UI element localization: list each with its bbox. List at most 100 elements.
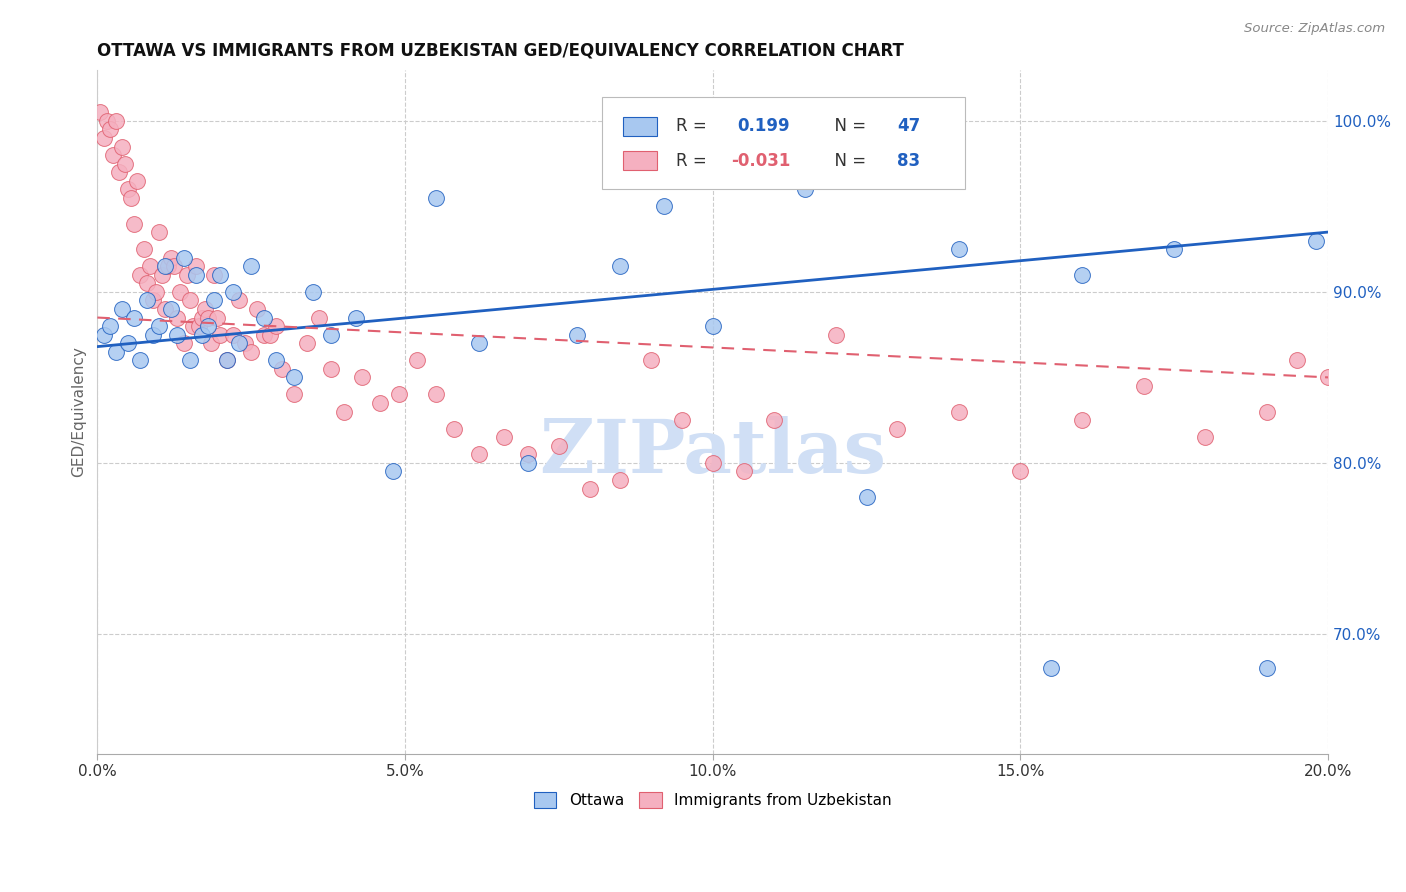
Point: [129, 268, 152, 282]
Text: 47: 47: [897, 118, 921, 136]
Point: [194, 301, 217, 316]
Point: [1194, 430, 1216, 444]
Point: [117, 336, 139, 351]
Point: [222, 327, 245, 342]
Point: [142, 293, 165, 308]
Point: [609, 473, 631, 487]
Point: [179, 353, 201, 368]
Point: [1040, 661, 1063, 675]
Point: [370, 396, 392, 410]
Point: [169, 285, 191, 299]
Point: [209, 327, 232, 342]
Point: [215, 353, 238, 368]
Point: [142, 327, 165, 342]
Point: [578, 482, 600, 496]
Point: [1010, 464, 1032, 478]
Point: [948, 404, 970, 418]
Point: [108, 165, 131, 179]
Point: [948, 242, 970, 256]
Point: [228, 336, 250, 351]
Text: -0.031: -0.031: [731, 152, 790, 169]
Point: [191, 310, 214, 325]
Point: [111, 301, 134, 316]
Point: [640, 353, 662, 368]
Point: [135, 277, 157, 291]
Point: [259, 327, 281, 342]
Point: [98, 122, 121, 136]
Point: [671, 413, 693, 427]
Point: [332, 404, 354, 418]
Point: [187, 319, 209, 334]
Point: [197, 310, 219, 325]
FancyBboxPatch shape: [623, 117, 658, 136]
Point: [381, 464, 404, 478]
Point: [129, 353, 152, 368]
Point: [166, 327, 188, 342]
Point: [148, 225, 170, 239]
Text: R =: R =: [676, 118, 711, 136]
Text: N =: N =: [824, 118, 870, 136]
Point: [425, 387, 447, 401]
Point: [271, 361, 294, 376]
Point: [160, 301, 183, 316]
Text: Source: ZipAtlas.com: Source: ZipAtlas.com: [1244, 22, 1385, 36]
Point: [163, 259, 186, 273]
Point: [295, 336, 318, 351]
Point: [344, 310, 367, 325]
Point: [179, 293, 201, 308]
Point: [321, 361, 343, 376]
Point: [425, 191, 447, 205]
Point: [104, 114, 127, 128]
Point: [202, 268, 225, 282]
Point: [240, 259, 263, 273]
Point: [468, 336, 491, 351]
Point: [468, 447, 491, 461]
Point: [176, 268, 198, 282]
Point: [652, 199, 675, 213]
Point: [492, 430, 515, 444]
Point: [181, 319, 204, 334]
Point: [153, 259, 176, 273]
Point: [160, 251, 183, 265]
Point: [886, 422, 908, 436]
Point: [96, 114, 118, 128]
Point: [184, 268, 207, 282]
Point: [283, 387, 305, 401]
Y-axis label: GED/Equivalency: GED/Equivalency: [72, 346, 86, 477]
Legend: Ottawa, Immigrants from Uzbekistan: Ottawa, Immigrants from Uzbekistan: [527, 786, 898, 814]
Point: [222, 285, 245, 299]
Point: [145, 285, 167, 299]
Text: OTTAWA VS IMMIGRANTS FROM UZBEKISTAN GED/EQUIVALENCY CORRELATION CHART: OTTAWA VS IMMIGRANTS FROM UZBEKISTAN GED…: [97, 42, 904, 60]
Point: [763, 413, 786, 427]
Point: [173, 251, 195, 265]
Point: [173, 336, 195, 351]
Point: [1256, 404, 1278, 418]
Point: [609, 259, 631, 273]
Point: [702, 319, 724, 334]
Point: [184, 259, 207, 273]
Point: [855, 490, 877, 504]
Point: [93, 327, 115, 342]
Point: [1286, 353, 1309, 368]
Point: [228, 293, 250, 308]
Point: [166, 310, 188, 325]
Point: [264, 319, 287, 334]
Point: [283, 370, 305, 384]
Point: [114, 156, 136, 170]
Text: ZIPatlas: ZIPatlas: [540, 416, 886, 489]
Point: [794, 182, 817, 196]
Point: [567, 327, 589, 342]
Point: [93, 131, 115, 145]
Text: R =: R =: [676, 152, 711, 169]
Point: [132, 242, 155, 256]
Point: [350, 370, 373, 384]
Point: [1305, 234, 1327, 248]
Point: [1071, 413, 1094, 427]
Point: [138, 259, 160, 273]
Point: [117, 182, 139, 196]
Point: [207, 310, 229, 325]
Point: [89, 105, 111, 120]
Point: [124, 310, 146, 325]
Point: [308, 310, 330, 325]
Point: [157, 259, 180, 273]
